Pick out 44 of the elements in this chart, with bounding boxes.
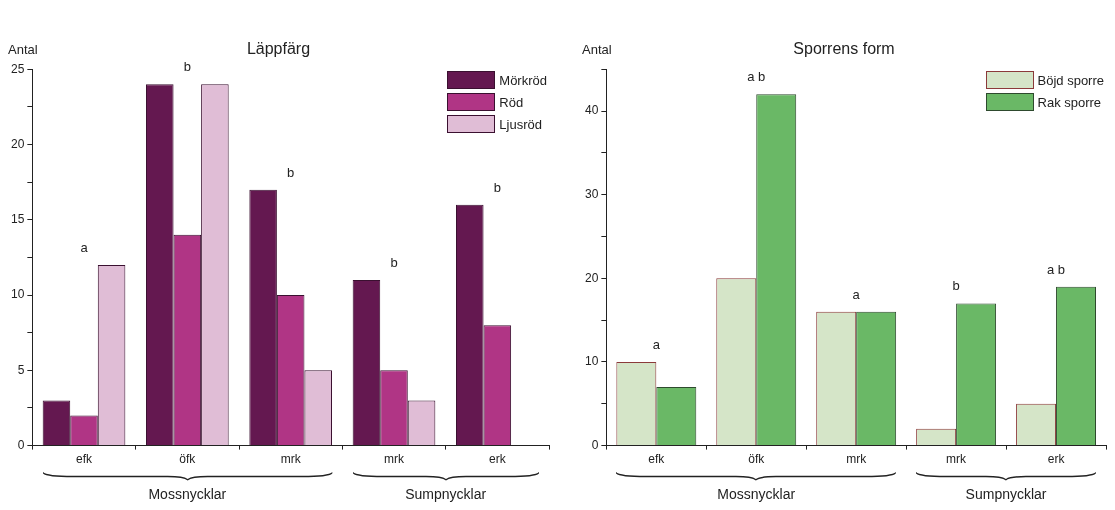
legend-label: Rak sporre bbox=[1037, 94, 1102, 110]
annotation: a bbox=[852, 286, 861, 302]
text: Sumpnycklar bbox=[405, 486, 487, 502]
x-tick-label: mrk bbox=[846, 452, 868, 467]
x-tick-label: öfk bbox=[179, 452, 197, 467]
annotation: a b bbox=[1047, 261, 1066, 277]
y-tick-label: 0 bbox=[17, 437, 25, 452]
x-tick-label: öfk bbox=[748, 452, 766, 467]
text: Sumpnycklar bbox=[965, 486, 1047, 502]
annotation: b bbox=[493, 179, 501, 195]
x-tick-label: erk bbox=[1047, 452, 1066, 467]
y-tick-label: 10 bbox=[584, 354, 599, 369]
legend-label: Böjd sporre bbox=[1037, 72, 1104, 88]
y-tick-label: 20 bbox=[584, 270, 599, 285]
legend-label: Mörkröd bbox=[499, 72, 547, 88]
annotation: b bbox=[390, 255, 398, 271]
y-tick-label: 25 bbox=[10, 61, 25, 76]
x-tick-label: mrk bbox=[280, 452, 302, 467]
annotation: a bbox=[652, 337, 661, 353]
x-tick-label: mrk bbox=[384, 452, 405, 467]
annotation: a b bbox=[747, 69, 766, 85]
y-tick-label: 40 bbox=[584, 103, 599, 118]
y-axis-title: Antal bbox=[8, 42, 38, 58]
legend-label: Ljusröd bbox=[499, 116, 542, 132]
annotation: a bbox=[80, 240, 89, 256]
y-tick-label: 10 bbox=[10, 287, 25, 302]
annotation: b bbox=[183, 59, 191, 75]
y-tick-label: 15 bbox=[10, 212, 25, 227]
annotation: b bbox=[287, 164, 295, 180]
x-tick-label: efk bbox=[76, 452, 94, 467]
annotation: b bbox=[952, 278, 960, 294]
y-tick-label: 5 bbox=[17, 362, 25, 377]
legend-label: Röd bbox=[499, 94, 524, 110]
y-tick-label: 20 bbox=[10, 136, 25, 151]
text: Mossnycklar bbox=[148, 486, 227, 502]
text: Mossnycklar bbox=[717, 486, 796, 502]
chart-title: Sporrens form bbox=[793, 40, 895, 58]
chart-title: Läppfärg bbox=[246, 40, 311, 58]
x-tick-label: erk bbox=[489, 452, 507, 467]
x-tick-label: efk bbox=[648, 452, 666, 467]
y-axis-title: Antal bbox=[582, 42, 612, 58]
x-tick-label: mrk bbox=[946, 452, 968, 467]
y-tick-label: 30 bbox=[584, 186, 599, 201]
y-tick-label: 0 bbox=[591, 437, 599, 452]
